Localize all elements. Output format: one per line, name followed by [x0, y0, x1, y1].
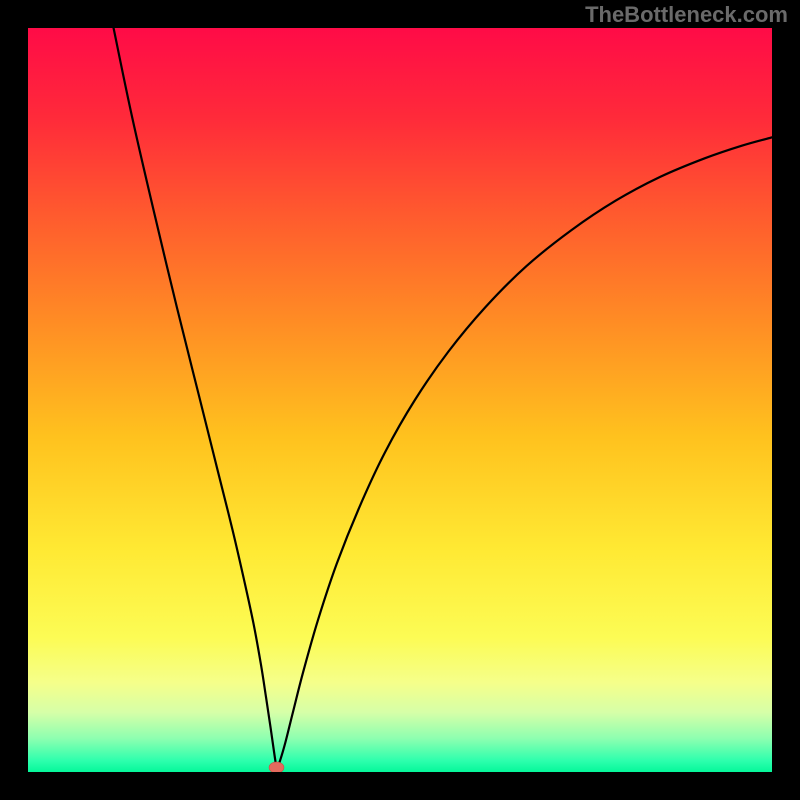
chart-frame: TheBottleneck.com [0, 0, 800, 800]
bottleneck-chart [28, 28, 772, 772]
plot-area [28, 28, 772, 772]
watermark-text: TheBottleneck.com [585, 2, 788, 28]
optimum-marker [269, 762, 284, 772]
chart-background-gradient [28, 28, 772, 772]
